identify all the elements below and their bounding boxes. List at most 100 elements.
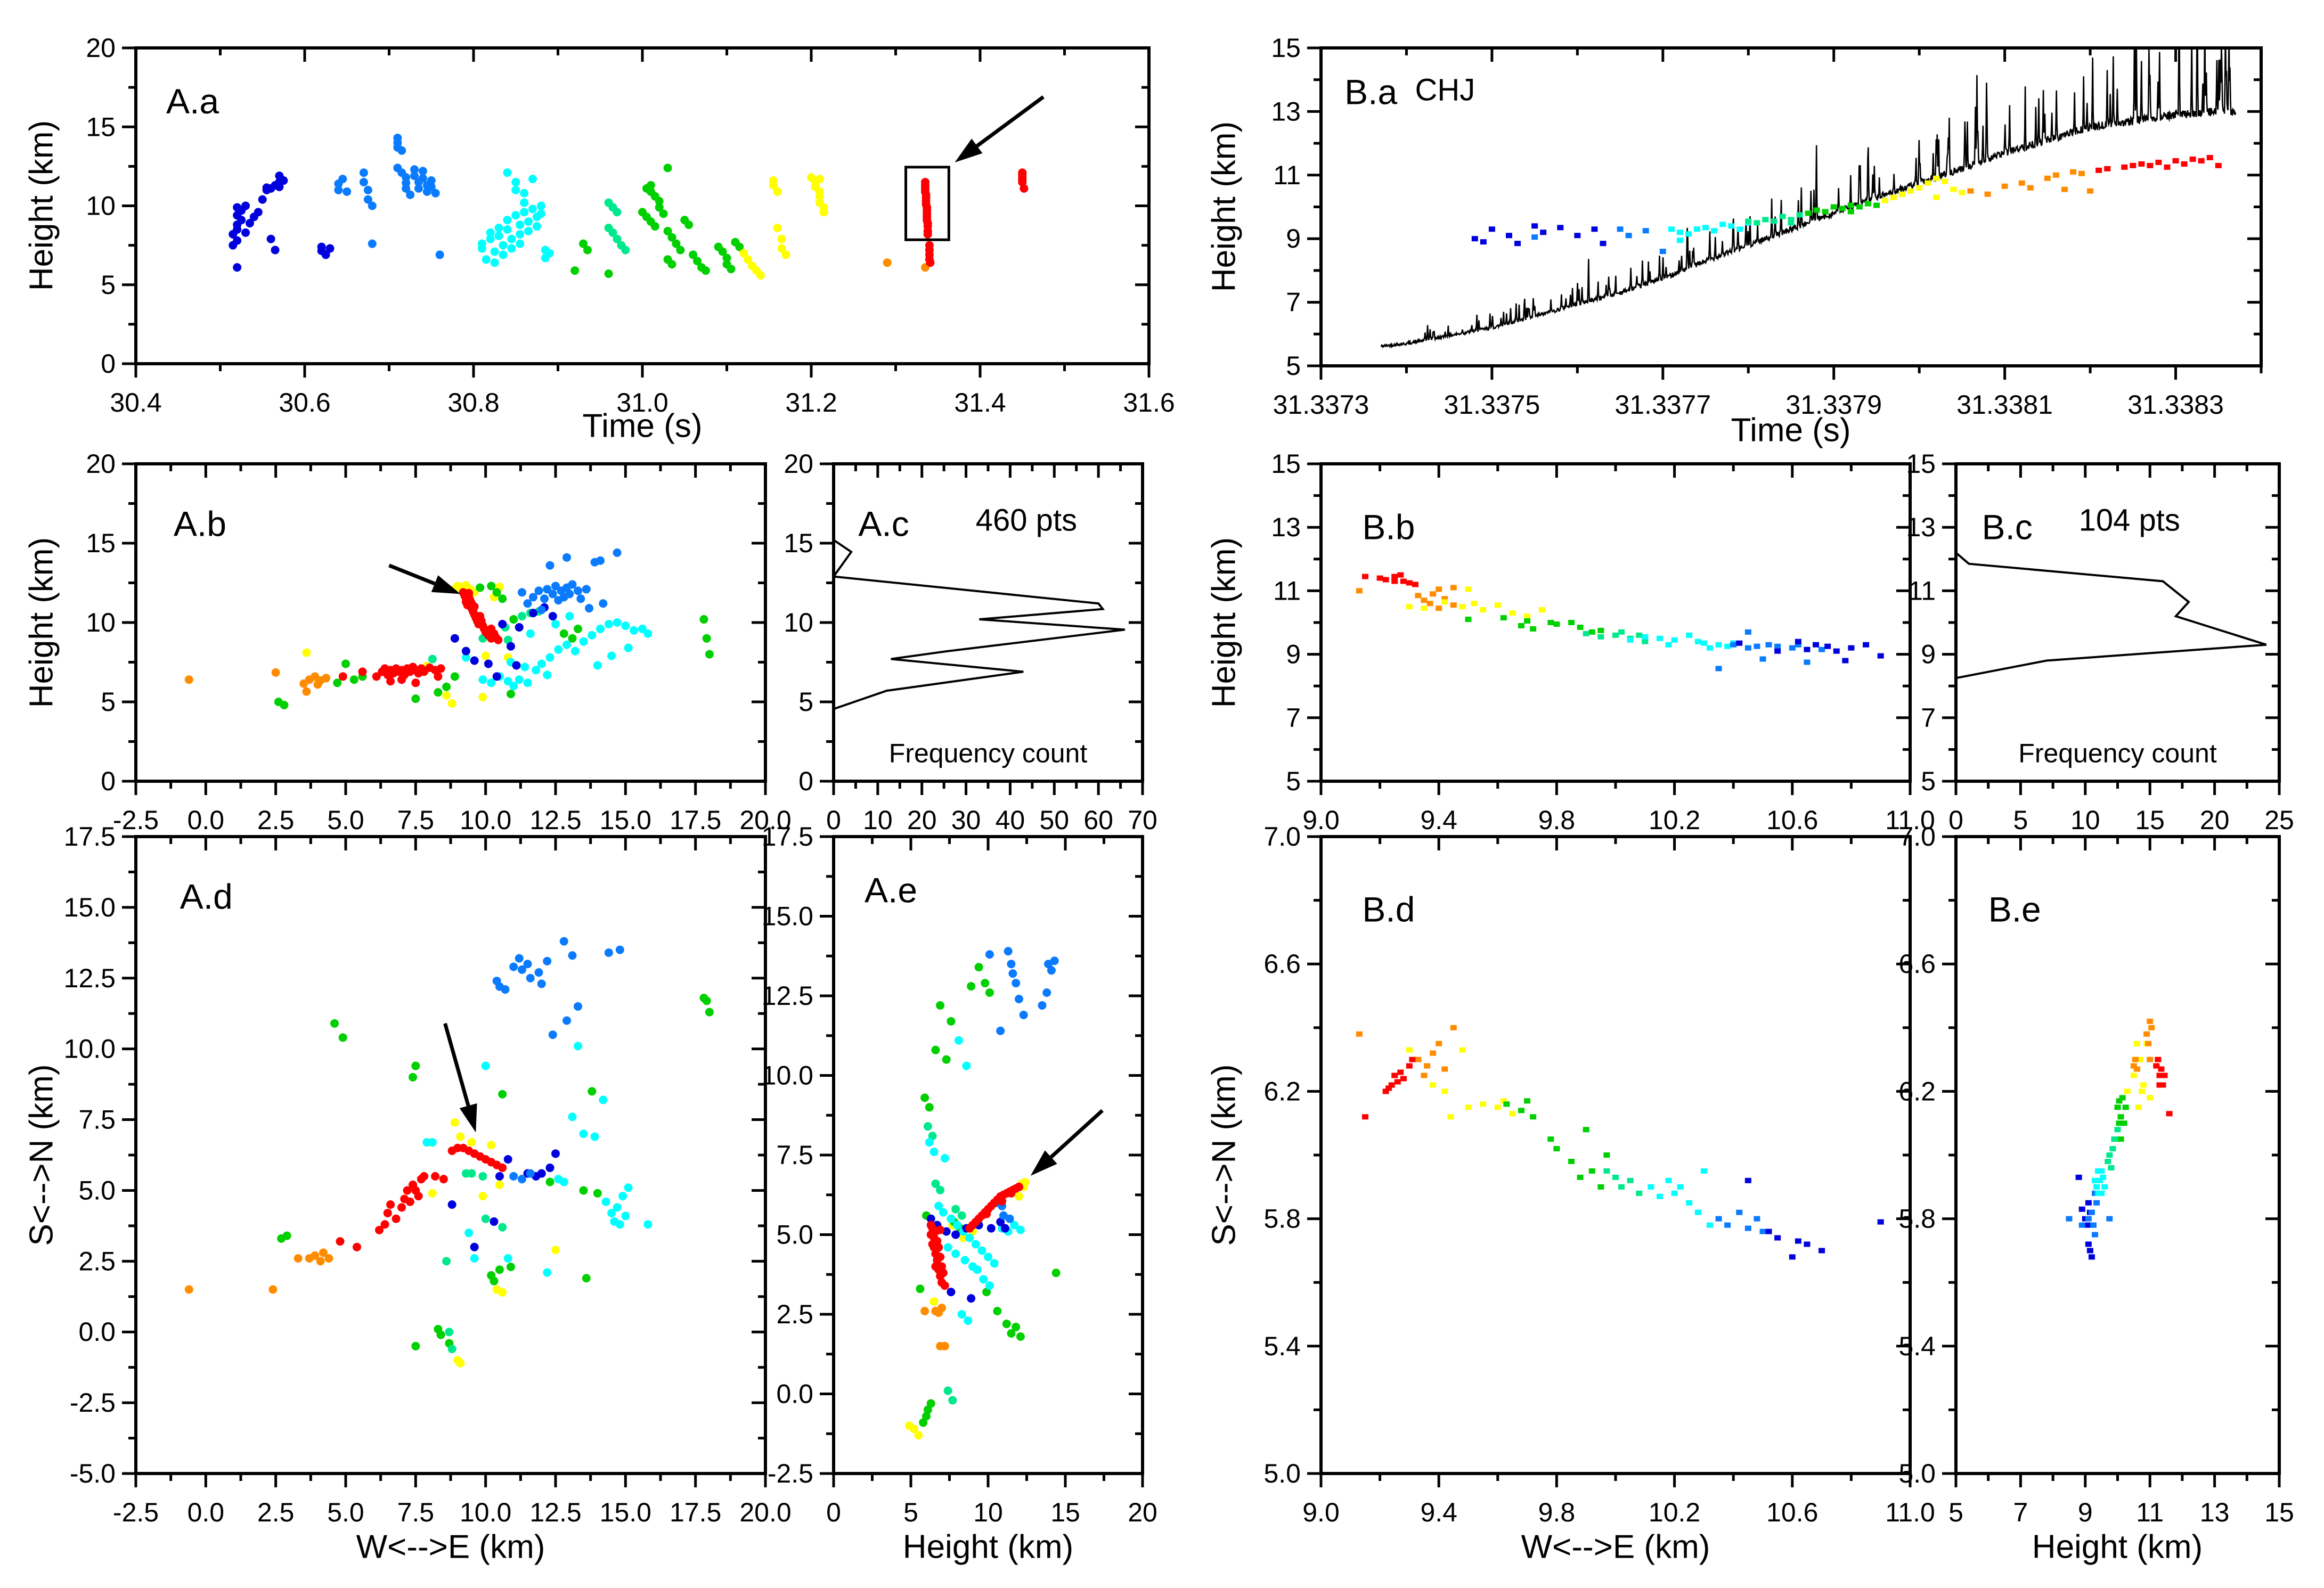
vhf-source-point — [536, 209, 545, 218]
vhf-source-point — [1830, 204, 1837, 210]
vhf-source-point — [2148, 1025, 2155, 1030]
annotation-arrow-head — [1030, 1150, 1057, 1176]
vhf-source-point — [1356, 1031, 1363, 1037]
vhf-source-point — [1530, 626, 1537, 632]
vhf-source-point — [1933, 175, 1940, 181]
vhf-source-point — [2052, 172, 2059, 178]
y-tick-label: 5 — [101, 270, 116, 300]
vhf-source-point — [1397, 1069, 1404, 1075]
vhf-source-point — [2111, 1136, 2118, 1142]
annotation-arrow-head — [955, 138, 983, 162]
vhf-source-point — [498, 1223, 507, 1232]
vhf-source-point — [520, 208, 529, 217]
vhf-source-point — [650, 222, 659, 231]
vhf-source-point — [1959, 190, 1966, 195]
vhf-source-point — [1394, 1079, 1401, 1085]
vhf-source-point — [336, 1237, 345, 1246]
vhf-source-point — [1789, 1254, 1796, 1260]
vhf-source-point — [1015, 1182, 1023, 1191]
vhf-source-point — [1899, 191, 1906, 197]
vhf-source-point — [481, 1214, 490, 1223]
vhf-source-point — [548, 590, 557, 599]
vhf-source-point — [333, 678, 342, 687]
vhf-source-point — [967, 982, 976, 991]
vhf-source-point — [241, 201, 250, 210]
x-tick-label: 30.4 — [110, 388, 161, 418]
vhf-source-point — [1656, 1193, 1663, 1199]
vhf-source-point — [520, 662, 529, 672]
y-tick-label: 10.0 — [762, 1061, 813, 1091]
vhf-source-point — [490, 1217, 499, 1226]
vhf-source-point — [604, 619, 613, 628]
panel-annotation-text: 460 pts — [976, 503, 1077, 537]
vhf-source-point — [2090, 1222, 2097, 1228]
vhf-source-point — [959, 1233, 968, 1242]
vhf-source-point — [1788, 217, 1795, 223]
vhf-source-point — [338, 1033, 347, 1042]
plot-frame — [134, 46, 1151, 365]
x-tick-label: 5 — [903, 1497, 918, 1527]
vhf-source-point — [593, 1189, 602, 1198]
x-tick-label: 5.0 — [327, 1497, 364, 1527]
vhf-source-point — [1524, 1098, 1531, 1104]
y-tick-label: 0 — [798, 766, 813, 796]
vhf-source-point — [1547, 1136, 1554, 1142]
vhf-source-point — [1694, 1209, 1701, 1215]
vhf-source-point — [2181, 161, 2188, 167]
y-tick-label: 20 — [86, 449, 116, 479]
vhf-source-point — [1574, 233, 1581, 239]
vhf-source-point — [559, 1177, 568, 1186]
x-tick-label: 15.0 — [600, 805, 651, 835]
vhf-source-point — [1588, 1168, 1595, 1174]
vhf-source-point — [1597, 634, 1604, 640]
vhf-source-point — [450, 634, 459, 643]
vhf-source-point — [1518, 1108, 1525, 1114]
vhf-source-point — [939, 1208, 948, 1217]
vhf-source-point — [1642, 634, 1649, 640]
vhf-source-point — [321, 250, 330, 259]
vhf-source-point — [2095, 1190, 2102, 1196]
x-tick-label: 5 — [2013, 805, 2028, 835]
vhf-source-point — [929, 1148, 939, 1157]
vhf-source-point — [1744, 645, 1751, 651]
x-tick-label: 20.0 — [739, 1497, 791, 1527]
vhf-source-point — [313, 680, 322, 689]
x-tick-label: 9.0 — [1302, 1497, 1340, 1527]
vhf-source-point — [512, 661, 521, 670]
x-tick-label: 70 — [1128, 805, 1157, 835]
vhf-source-point — [1531, 234, 1538, 240]
vhf-source-point — [2147, 1057, 2154, 1062]
vhf-source-point — [349, 675, 358, 684]
vhf-source-point — [943, 1386, 952, 1395]
vhf-source-point — [490, 247, 499, 256]
vhf-source-point — [528, 593, 537, 602]
x-tick-label: 30 — [951, 805, 981, 835]
vhf-source-point — [942, 1055, 951, 1064]
vhf-source-point — [1612, 632, 1619, 638]
vhf-source-point — [517, 588, 526, 597]
vhf-source-point — [579, 239, 588, 248]
vhf-source-point — [1583, 631, 1589, 636]
panel-Ae-height-sn: 0 5 10 15 20 -2.5 0.0 2.5 5.0 7.5 10.0 12.5 15.0 17.5… — [762, 822, 1157, 1527]
vhf-source-point — [596, 556, 605, 565]
x-tick-label: 30.8 — [447, 388, 499, 418]
efield-waveform — [1380, 48, 2237, 349]
vhf-source-point — [431, 189, 440, 198]
vhf-source-point — [2132, 1057, 2139, 1062]
vhf-source-point — [524, 217, 533, 226]
vhf-source-point — [1583, 1127, 1589, 1133]
vhf-source-point — [744, 255, 753, 264]
vhf-source-point — [559, 937, 568, 946]
vhf-source-point — [590, 1132, 599, 1141]
vhf-source-point — [1406, 604, 1413, 610]
x-tick-label: 7.5 — [397, 1497, 435, 1527]
vhf-source-point — [1877, 1219, 1884, 1225]
vhf-source-point — [490, 258, 499, 267]
vhf-source-point — [551, 1149, 560, 1158]
vhf-source-point — [718, 247, 727, 256]
vhf-source-point — [2153, 1063, 2160, 1069]
vhf-source-point — [481, 1061, 490, 1070]
vhf-source-point — [498, 1090, 507, 1099]
vhf-source-point — [447, 1200, 456, 1209]
x-tick-label: 12.5 — [529, 1497, 581, 1527]
